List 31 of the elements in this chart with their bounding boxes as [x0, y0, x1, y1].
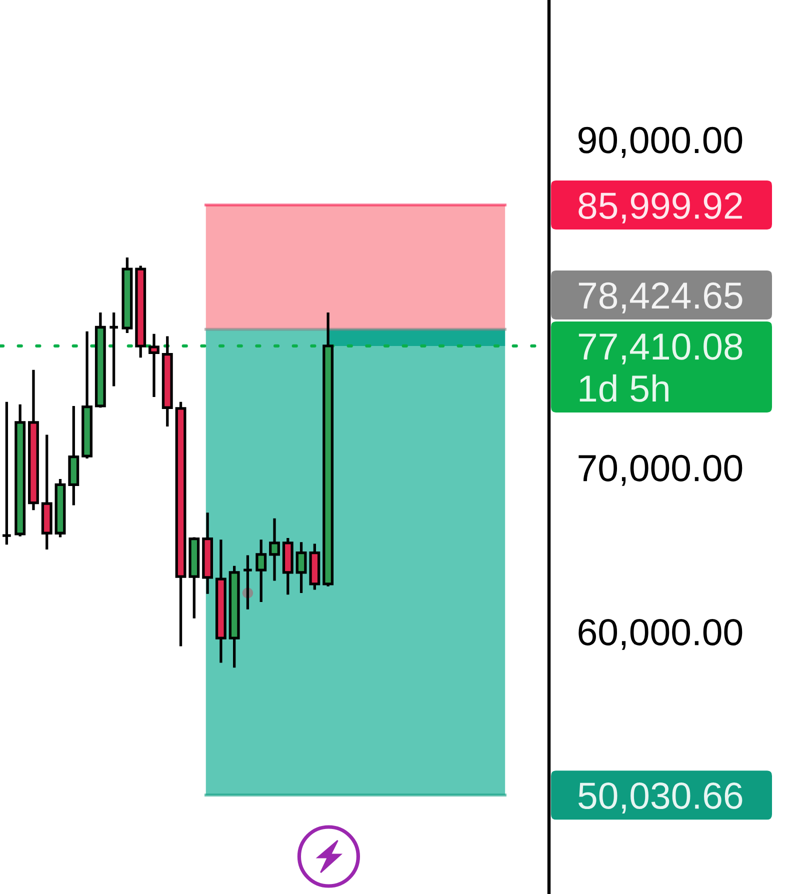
candlestick [28, 368, 39, 512]
ref-line-label: 50,030.66 [578, 782, 742, 814]
candlestick [94, 311, 106, 409]
candlestick [108, 311, 120, 388]
candlestick [269, 517, 280, 582]
candlestick [162, 334, 173, 428]
candlestick [282, 536, 294, 596]
candlestick [175, 400, 186, 648]
candlestick [82, 330, 93, 460]
ref-line-label: 78,424.65 [578, 282, 742, 314]
candlestick [135, 264, 146, 359]
y-tick-label: 90,000.00 [578, 126, 742, 158]
candlestick [14, 403, 26, 538]
candlestick [322, 311, 334, 588]
candlestick [41, 433, 52, 551]
candlestick [188, 536, 200, 620]
candlestick [68, 404, 80, 507]
candlestick [215, 538, 226, 664]
candlestick [296, 540, 307, 594]
y-tick-label: 70,000.00 [578, 454, 742, 486]
candlestick [122, 256, 133, 334]
candlestick [256, 538, 267, 604]
candlestick [1, 400, 12, 546]
candlestick [309, 542, 320, 592]
candlestick [202, 511, 214, 596]
candlestick [228, 564, 240, 669]
ref-line-label: 85,999.92 [578, 192, 742, 224]
ref-line-label: 77,410.08 1d 5h [578, 333, 742, 402]
candlestick [54, 478, 66, 539]
candlestick [148, 332, 160, 398]
y-tick-label: 60,000.00 [578, 618, 742, 650]
